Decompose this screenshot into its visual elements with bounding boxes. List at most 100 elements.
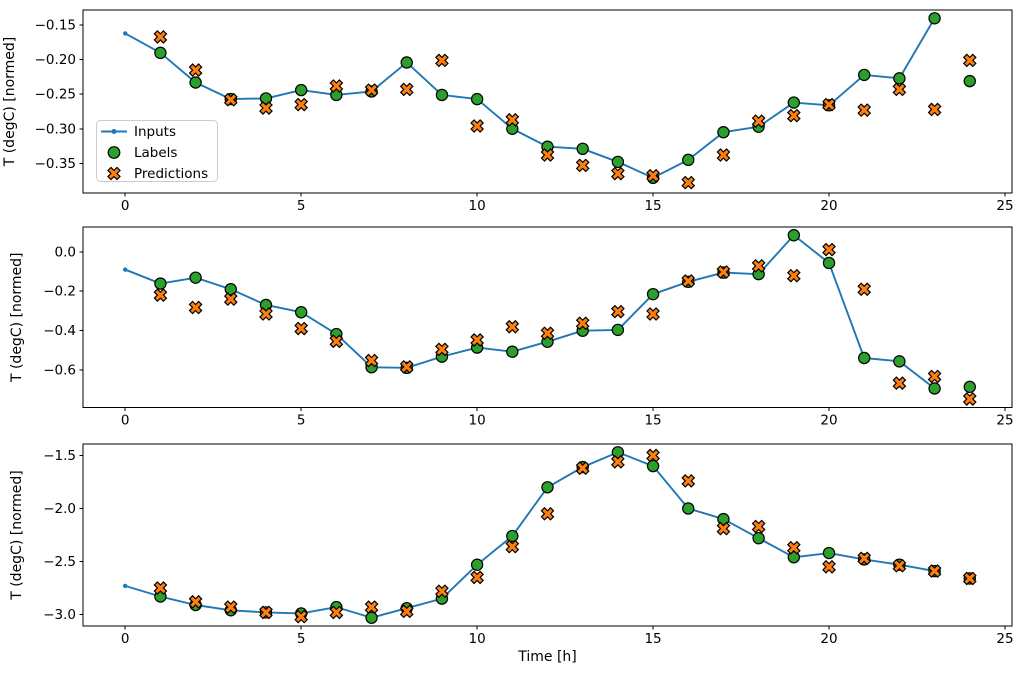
predictions-point	[153, 581, 168, 595]
labels-point	[893, 72, 906, 85]
predictions-point	[610, 304, 625, 319]
inputs-point-dot	[123, 31, 128, 36]
legend-box	[96, 120, 218, 182]
y-tick-label: −0.15	[35, 18, 76, 34]
labels-point	[294, 83, 308, 97]
y-tick-label: −0.2	[43, 284, 76, 300]
x-tick-label: 25	[996, 198, 1013, 214]
predictions-point	[505, 319, 520, 334]
series-predictions	[153, 242, 977, 406]
labels-point	[822, 546, 836, 560]
predictions-point	[399, 359, 414, 374]
predictions-point	[329, 79, 344, 93]
labels-point	[963, 74, 976, 88]
y-tick-label: −0.20	[35, 52, 76, 68]
predictions-point	[751, 114, 766, 129]
inputs-point-dot	[123, 267, 128, 272]
x-tick-label: 25	[996, 631, 1013, 647]
labels-point	[576, 142, 589, 156]
labels-point	[717, 512, 730, 526]
predictions-point	[470, 119, 485, 133]
predictions-point	[435, 53, 449, 68]
predictions-point	[716, 265, 731, 279]
predictions-point	[399, 604, 414, 619]
x-tick-label: 0	[121, 198, 130, 214]
predictions-point	[540, 148, 555, 162]
predictions-point	[646, 448, 660, 463]
predictions-point	[259, 101, 273, 115]
y-tick-label: 0.0	[55, 244, 76, 260]
labels-point	[435, 88, 449, 102]
predictions-point	[822, 97, 836, 112]
predictions-point	[786, 108, 801, 123]
labels-point	[470, 558, 484, 571]
x-tick-label: 5	[297, 413, 306, 429]
labels-point	[752, 531, 765, 545]
series-predictions	[153, 448, 977, 624]
predictions-point	[892, 376, 907, 391]
predictions-point	[857, 551, 872, 566]
predictions-point	[364, 600, 379, 615]
labels-point	[787, 551, 801, 564]
predictions-point	[822, 559, 836, 574]
labels-point	[682, 502, 695, 515]
x-tick-label: 5	[297, 631, 306, 647]
labels-point	[646, 459, 660, 473]
predictions-point	[751, 519, 766, 534]
predictions-point	[188, 300, 203, 315]
labels-point	[822, 256, 836, 270]
legend-label: Labels	[134, 145, 177, 161]
predictions-point	[364, 83, 379, 97]
predictions-point	[540, 326, 555, 341]
x-tick-label: 20	[820, 198, 837, 214]
y-axis-label: T (degC) [normed]	[9, 252, 25, 383]
y-tick-label: −0.25	[35, 87, 76, 103]
predictions-point	[223, 600, 238, 615]
legend-item-labels: Labels	[107, 145, 177, 161]
predictions-point	[575, 158, 590, 173]
predictions-point	[259, 307, 273, 321]
labels-point	[646, 287, 660, 301]
labels-point	[400, 56, 413, 69]
predictions-point	[681, 175, 696, 190]
predictions-point	[470, 333, 485, 347]
legend-item-predictions: Predictions	[107, 166, 208, 182]
labels-point	[928, 12, 941, 25]
predictions-point	[927, 369, 942, 384]
predictions-point	[188, 63, 203, 77]
labels-point	[717, 126, 730, 139]
labels-point	[294, 306, 308, 319]
predictions-point	[329, 334, 344, 349]
predictions-point	[681, 274, 696, 288]
x-tick-label: 0	[121, 413, 130, 429]
predictions-point	[575, 316, 590, 331]
subplot-1: −0.15 −0.20 −0.25 −0.30 −0.35 T (degC) [norme…	[2, 9, 1013, 197]
x-tick-label: 5	[297, 198, 306, 214]
labels-point	[611, 323, 625, 337]
predictions-point	[505, 539, 520, 554]
subplot-2: 0.0 −0.2 −0.4 −0.6 T (degC) [normed]	[9, 226, 1013, 411]
subplot-3: −1.5 −2.0 −2.5 −3.0 T (degC) [normed]	[9, 443, 1013, 630]
x-tick-label: 20	[820, 631, 837, 647]
predictions-point	[540, 506, 555, 521]
inputs-line	[124, 234, 936, 390]
labels-point	[189, 271, 202, 284]
y-tick-label: −0.35	[35, 156, 76, 172]
x-tick-label: 0	[121, 631, 130, 647]
y-tick-label: −1.5	[43, 448, 76, 464]
predictions-point	[927, 564, 942, 578]
predictions-point	[857, 282, 872, 297]
x-tick-label: 10	[469, 631, 486, 647]
y-tick-label: −0.30	[35, 121, 76, 137]
inputs-point-dot	[123, 583, 128, 589]
labels-point	[858, 68, 871, 82]
labels-point	[893, 355, 906, 368]
labels-point	[506, 345, 519, 358]
x-axis-label: Time [h]	[517, 649, 577, 665]
y-axis-label: T (degC) [normed]	[9, 470, 25, 601]
y-tick-label: −2.5	[43, 554, 76, 570]
labels-point	[154, 277, 167, 290]
labels-point	[365, 611, 378, 624]
